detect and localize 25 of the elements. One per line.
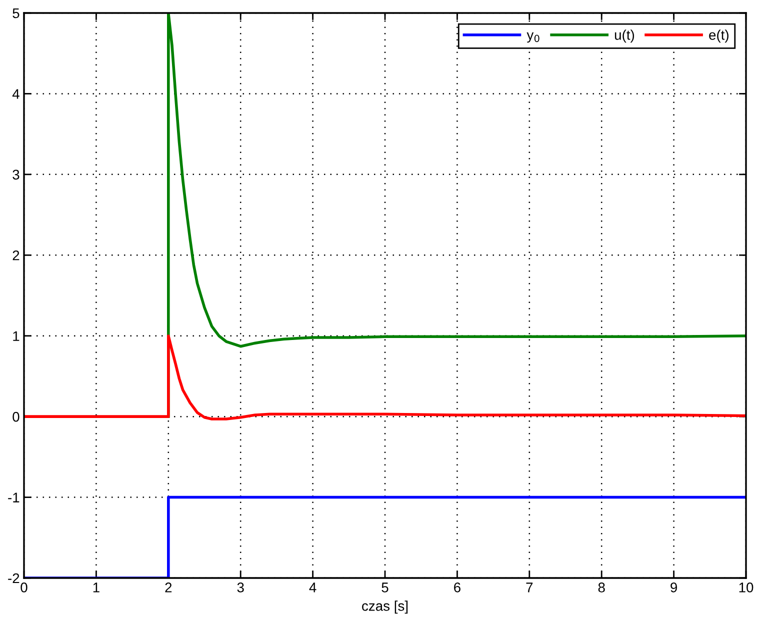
y-tick-label: -1 <box>8 492 20 502</box>
x-tick-label: 10 <box>739 582 754 592</box>
x-tick-label: 1 <box>93 582 100 592</box>
y-tick-label: 1 <box>13 331 20 341</box>
y-tick-label: 4 <box>12 89 20 99</box>
legend-label: u(t) <box>614 30 634 43</box>
y-tick-label: 2 <box>12 250 20 260</box>
y-tick-label: 5 <box>12 8 20 18</box>
x-tick-label: 8 <box>598 582 605 592</box>
line-series <box>24 334 746 420</box>
y-tick-label: -2 <box>8 573 20 584</box>
x-tick-label: 4 <box>309 582 316 592</box>
x-tick-label: 0 <box>20 582 28 592</box>
y-tick-label: 3 <box>12 170 20 180</box>
line-series <box>167 13 746 418</box>
x-tick-label: 7 <box>526 582 533 592</box>
legend-label: y$_{0}$ <box>526 32 540 43</box>
x-tick-label: 9 <box>670 582 678 592</box>
x-tick-label: 2 <box>165 582 172 592</box>
legend-label: e(t) <box>709 30 728 43</box>
x-tick-label: 6 <box>454 582 460 592</box>
x-tick-label: 3 <box>237 582 244 592</box>
x-axis-title: czas [s] <box>362 600 408 614</box>
y-tick-label: 0 <box>12 412 20 422</box>
x-tick-label: 5 <box>382 582 388 592</box>
